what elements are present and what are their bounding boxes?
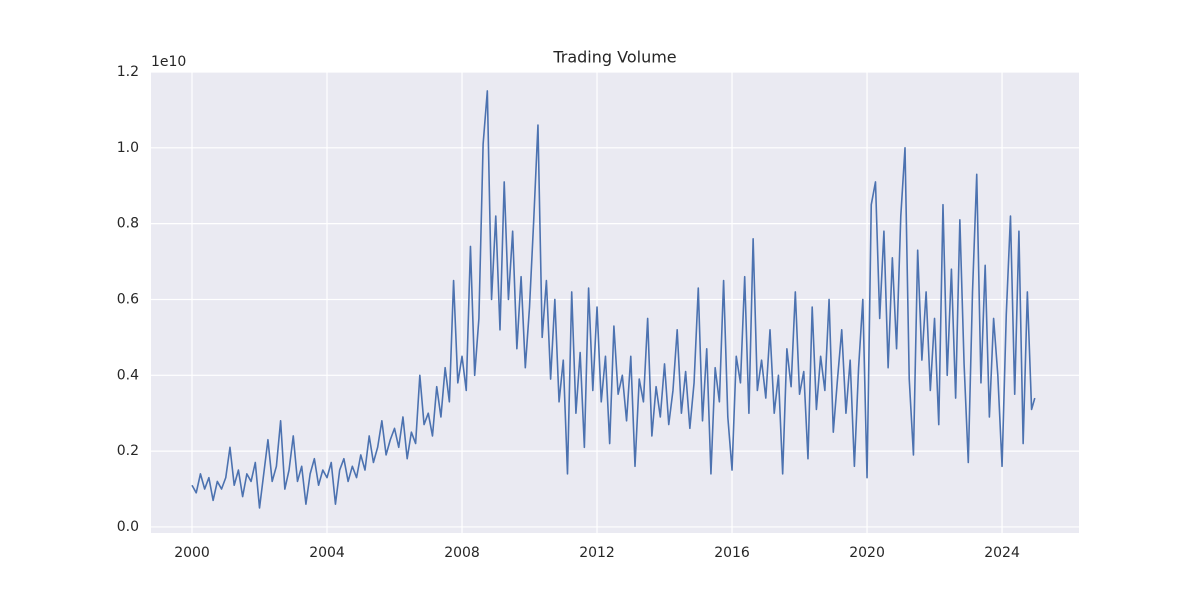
x-tick-label: 2000 — [174, 545, 210, 561]
data-line — [191, 90, 1036, 509]
x-tick-label: 2008 — [444, 545, 480, 561]
y-tick-label: 0.2 — [117, 443, 139, 459]
chart-title: Trading Volume — [552, 48, 676, 67]
y-tick-label: 0.6 — [117, 291, 139, 307]
y-tick-label: 1.0 — [117, 140, 139, 156]
plot-area — [151, 72, 1079, 533]
y-tick-label: 0.0 — [117, 519, 139, 535]
x-tick-label: 2016 — [714, 545, 750, 561]
y-tick-label: 1.2 — [117, 64, 139, 80]
x-tick-label: 2012 — [579, 545, 615, 561]
x-tick-label: 2004 — [309, 545, 345, 561]
y-offset-label: 1e10 — [151, 54, 186, 70]
x-tick-label: 2020 — [849, 545, 885, 561]
y-tick-label: 0.4 — [117, 367, 139, 383]
y-tick-label: 0.8 — [117, 216, 139, 232]
x-tick-label: 2024 — [984, 545, 1020, 561]
